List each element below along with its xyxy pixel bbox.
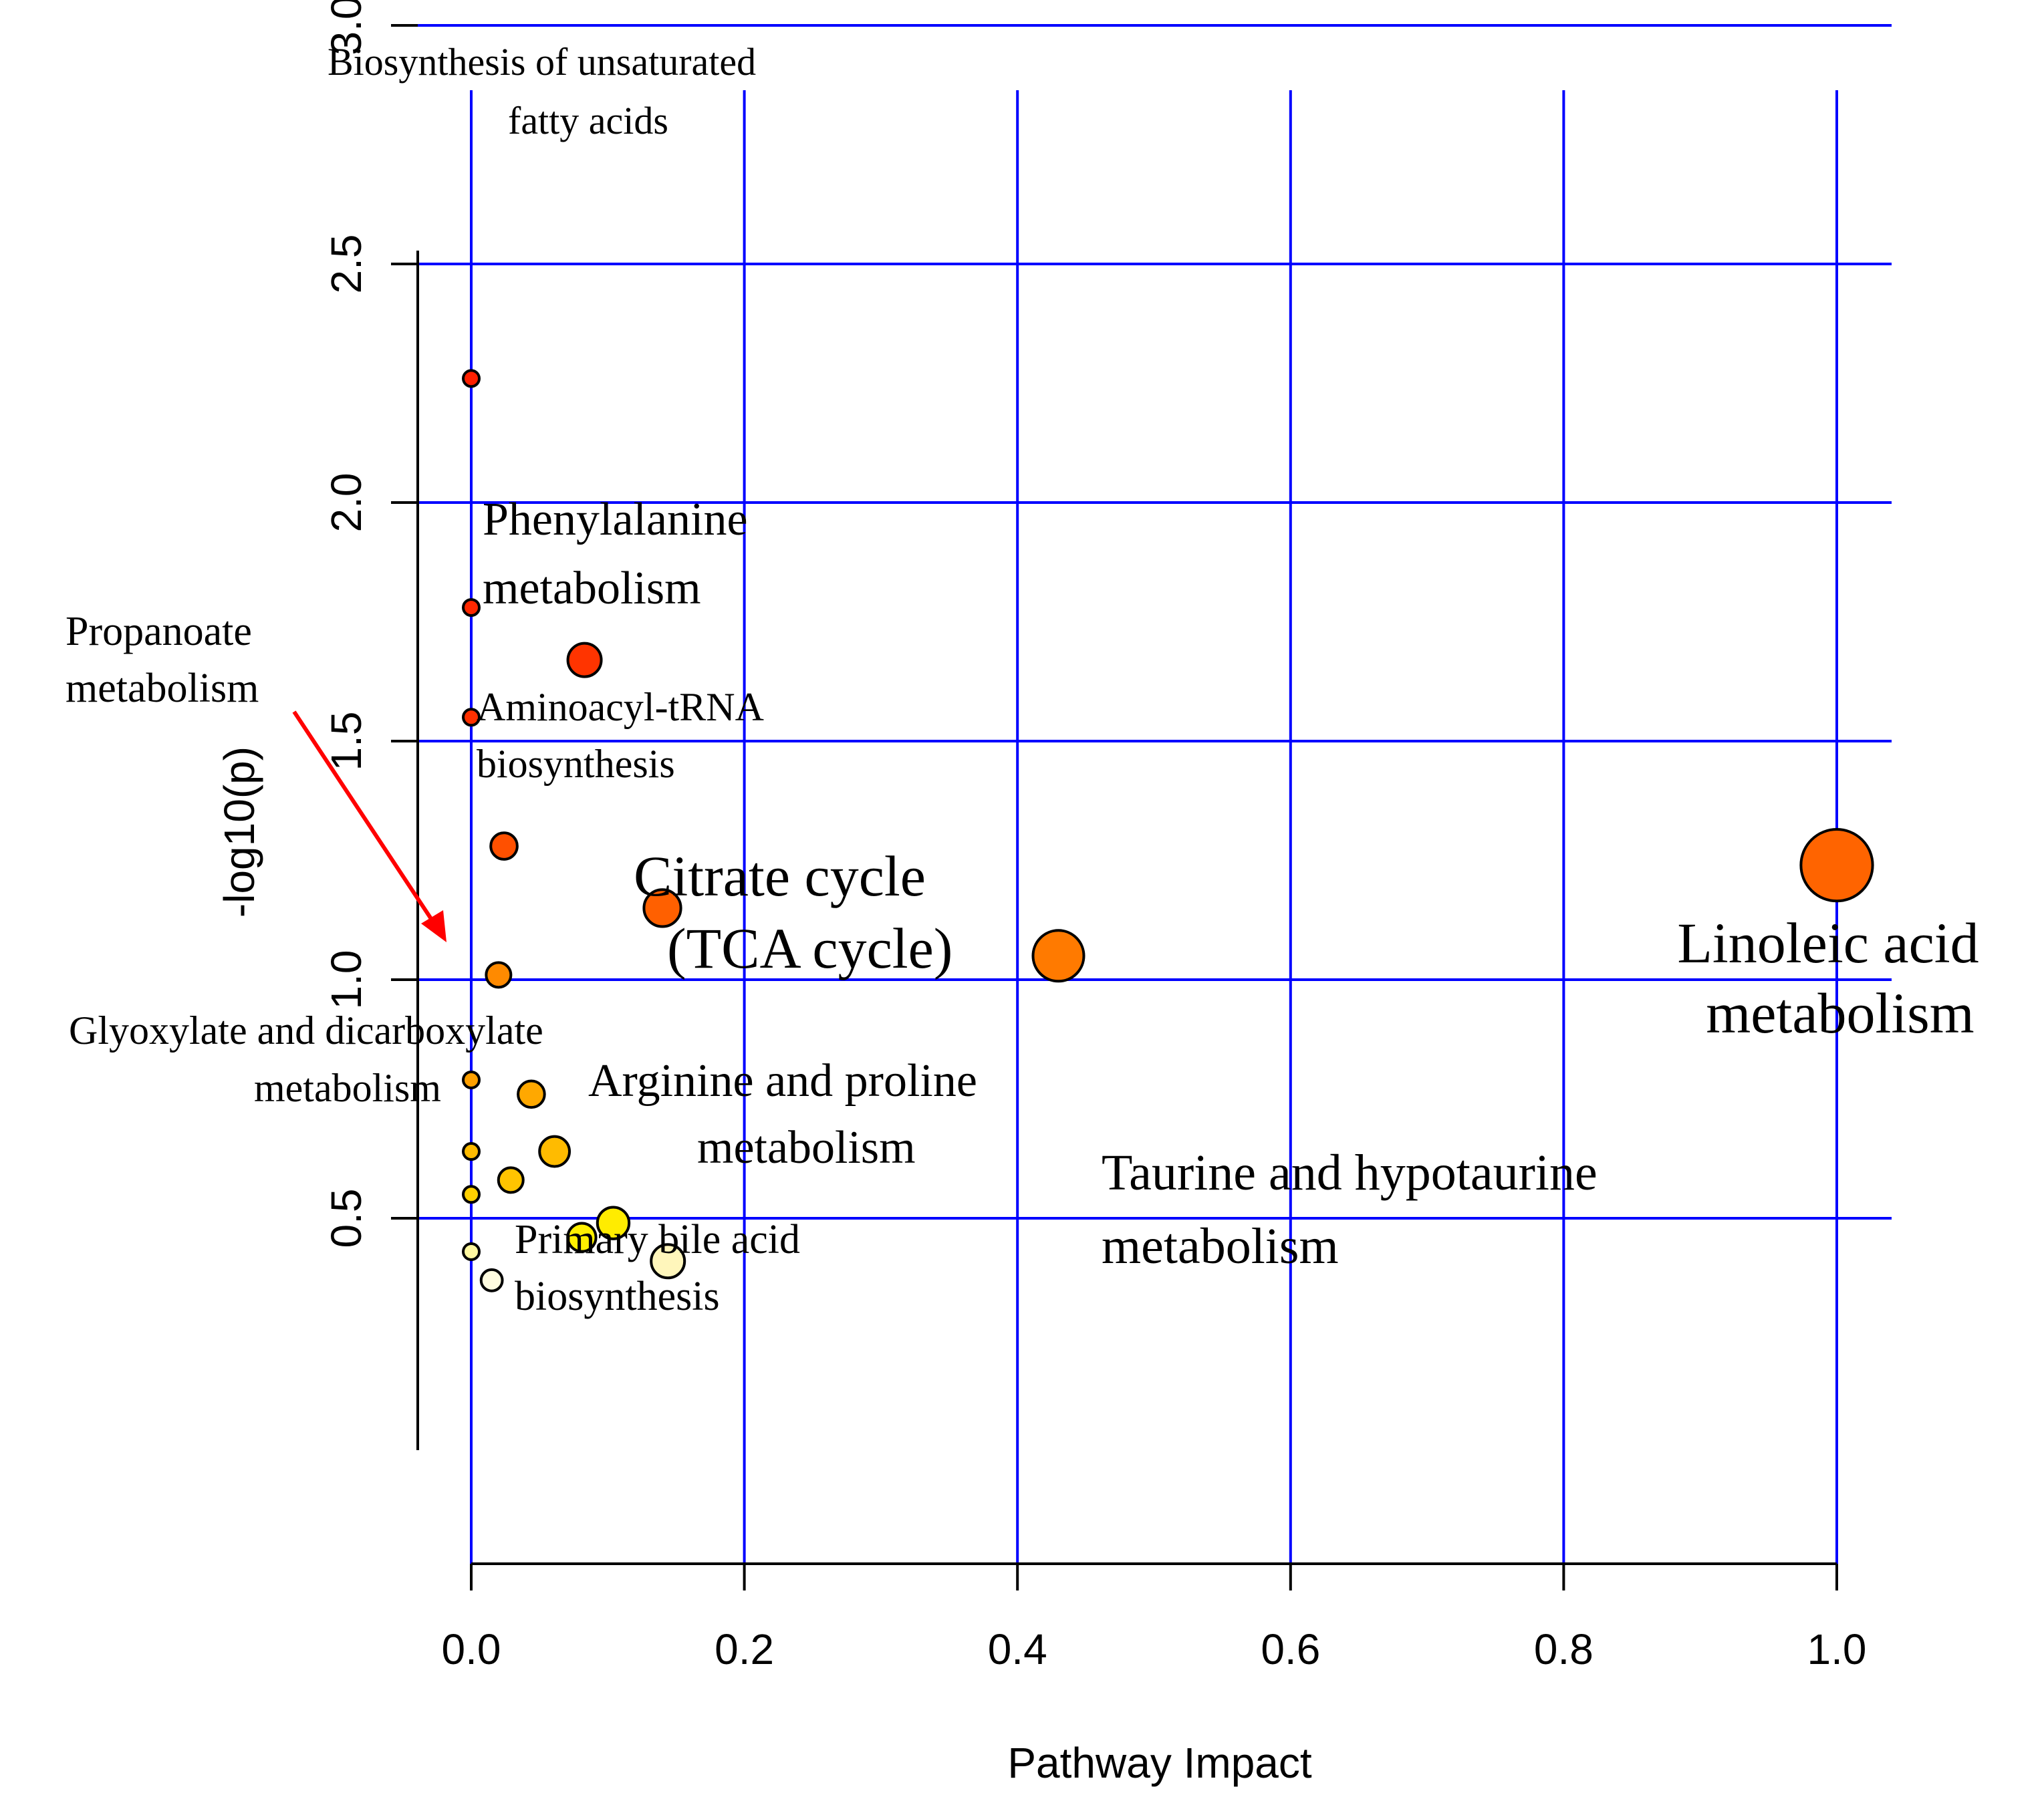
data-point-19 [650,1243,686,1280]
annotations: Biosynthesis of unsaturated fatty acids Ph… [66,40,1979,1319]
annotation-0-line-1: fatty acids [508,99,668,142]
annotation-1-line-1: metabolism [483,563,701,614]
x-axis-label: Pathway Impact [1007,1739,1312,1787]
annotation-3-line-1: biosynthesis [477,742,675,786]
x-axis-ticks: 0.0 0.2 0.4 0.6 0.8 1.0 [442,1564,1867,1673]
data-point-16 [596,1206,631,1240]
y-tick-label-2: 1.5 [322,712,370,771]
data-point-18 [462,1242,481,1261]
y-tick-label-1: 1.0 [322,950,370,1010]
annotation-5-line-1: metabolism [1706,981,1974,1045]
x-tick-label-1: 0.2 [715,1625,774,1673]
data-point-4 [566,642,603,678]
x-tick-label-5: 1.0 [1807,1625,1867,1673]
data-point-8 [1799,828,1874,903]
y-tick-label-5: 3.0 [322,0,370,55]
annotation-4-line-1: (TCA cycle) [667,916,952,980]
y-tick-label-0: 0.5 [322,1189,370,1248]
y-tick-label-4: 2.5 [322,235,370,294]
arrow-head-icon [421,910,446,942]
data-point-12 [462,1142,481,1161]
annotation-9-line-1: biosynthesis [515,1274,720,1319]
y-axis-label: -log10(p) [215,746,263,918]
annotation-6-line-0: Glyoxylate and dicarboxylate [69,1008,543,1053]
data-point-9 [485,961,513,989]
annotation-8-line-1: metabolism [1102,1218,1339,1274]
data-point-17 [566,1222,598,1253]
data-points [462,369,1874,1292]
data-point-5 [489,831,519,861]
x-tick-label-2: 0.4 [988,1625,1047,1673]
data-point-10 [462,1070,481,1089]
data-point-14 [497,1166,525,1194]
annotation-7-line-0: Arginine and proline [588,1055,977,1107]
data-point-15 [462,1185,481,1204]
y-axis-ticks: 0.5 1.0 1.5 2.0 2.5 3.0 [322,0,418,1248]
axes [416,251,1837,1565]
data-point-6 [642,888,682,928]
annotation-3-line-0: Aminoacyl-tRNA [477,685,764,729]
annotation-7-line-1: metabolism [697,1122,916,1173]
data-point-7 [1031,929,1085,983]
data-point-20 [479,1268,504,1292]
grid-lines [418,24,1892,1564]
data-point-3 [462,708,481,727]
y-tick-label-3: 2.0 [322,473,370,533]
data-point-2 [462,598,481,617]
x-tick-label-0: 0.0 [442,1625,501,1673]
annotation-5-line-0: Linoleic acid [1677,911,1978,975]
data-point-11 [517,1079,546,1109]
data-point-1 [462,369,481,388]
x-tick-label-4: 0.8 [1534,1625,1593,1673]
annotation-9-line-0: Primary bile acid [515,1217,800,1262]
annotation-8-line-0: Taurine and hypotaurine [1102,1145,1598,1201]
annotation-2-line-0: Propanoate [66,609,252,654]
propanoate-arrow [292,710,440,930]
x-tick-label-3: 0.6 [1261,1625,1320,1673]
data-point-13 [538,1135,571,1168]
annotation-2-line-1: metabolism [66,666,259,711]
annotation-0-line-0: Biosynthesis of unsaturated [328,40,756,84]
annotation-1-line-0: Phenylalanine [483,494,748,545]
annotation-4-line-0: Citrate cycle [634,844,926,908]
annotation-6-line-1: metabolism [254,1066,441,1110]
